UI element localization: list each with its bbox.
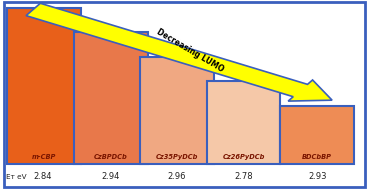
Text: 2.94: 2.94 [101, 172, 120, 181]
Text: Decreasing LUMO: Decreasing LUMO [155, 28, 225, 74]
Text: CzBPDCb: CzBPDCb [94, 154, 128, 160]
Bar [207, 81, 280, 164]
Text: BDCbBP: BDCbBP [302, 154, 332, 160]
Bar [280, 106, 354, 164]
Text: 2.78: 2.78 [234, 172, 253, 181]
Polygon shape [26, 3, 332, 101]
Bar [7, 8, 81, 164]
Text: 2.84: 2.84 [33, 172, 52, 181]
Text: 2.93: 2.93 [308, 172, 327, 181]
Text: Eᴛ eV: Eᴛ eV [6, 174, 26, 180]
Bar [140, 57, 214, 164]
Text: m-CBP: m-CBP [32, 154, 56, 160]
Text: Cz26PyDCb: Cz26PyDCb [223, 154, 265, 160]
Bar [74, 32, 148, 164]
Text: 2.96: 2.96 [168, 172, 186, 181]
Text: Cz35PyDCb: Cz35PyDCb [156, 154, 198, 160]
